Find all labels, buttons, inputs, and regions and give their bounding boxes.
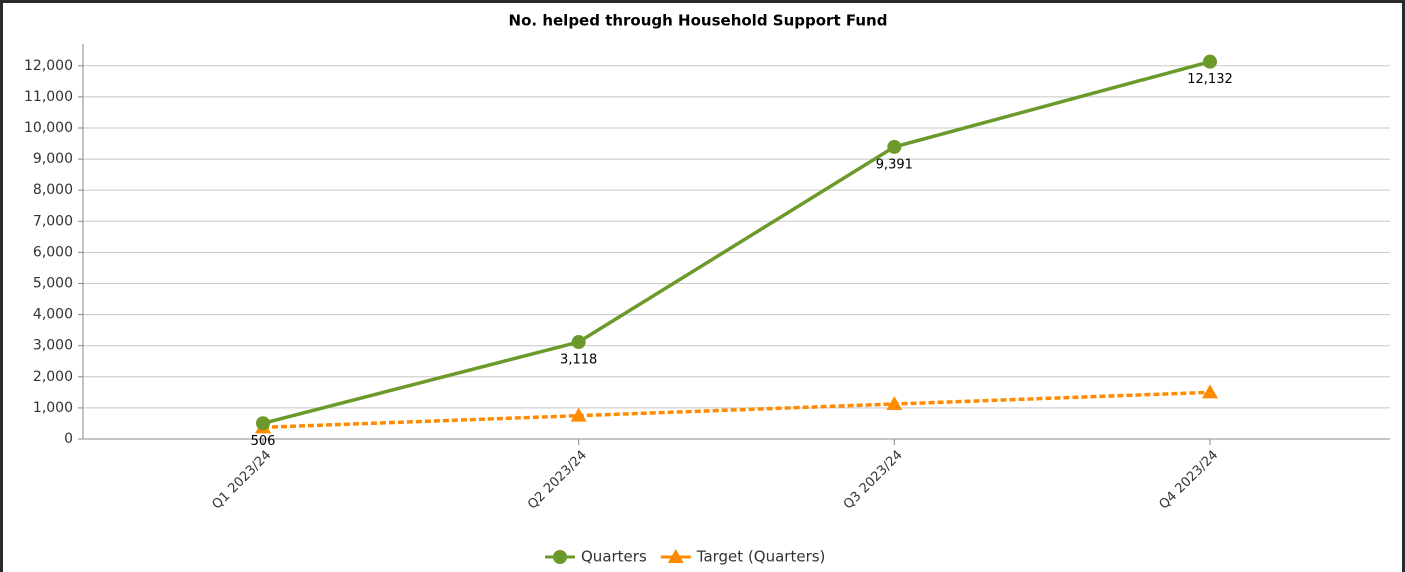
data-label: 9,391 (876, 157, 913, 172)
point (570, 407, 587, 422)
data-label: 506 (251, 434, 276, 449)
series: 506 3,118 9,391 12,132 (251, 54, 1233, 449)
data-label: 12,132 (1187, 72, 1233, 87)
legend-label: Quarters (581, 548, 647, 566)
line (262, 390, 1211, 430)
point (1202, 384, 1218, 399)
data-label: 3,118 (560, 353, 597, 368)
y-tick-label: 12,000 (24, 58, 73, 74)
point (1203, 54, 1217, 69)
point (887, 139, 902, 154)
line (262, 59, 1211, 425)
legend-label: Target (Quarters) (696, 548, 826, 566)
y-tick-label: 8,000 (33, 182, 73, 198)
legend-marker (667, 549, 684, 563)
y-tick-label: 7,000 (33, 213, 73, 229)
y-tick-label: 5,000 (33, 275, 73, 291)
chart-title: No. helped through Household Support Fun… (509, 12, 888, 30)
point (886, 396, 903, 411)
y-tick-label: 11,000 (24, 89, 73, 105)
legend-marker (553, 550, 567, 564)
y-tick-label: 1,000 (33, 400, 73, 416)
y-tick-label: 2,000 (33, 369, 73, 385)
point (571, 335, 586, 350)
y-tick-label: 0 (64, 431, 73, 447)
y-tick-label: 4,000 (33, 307, 73, 323)
y-tick-label: 10,000 (24, 120, 73, 136)
series (255, 384, 1218, 434)
y-tick-label: 6,000 (33, 244, 73, 260)
y-tick-label: 9,000 (33, 151, 73, 167)
legend: Quarters Target (Quarters) (545, 548, 825, 566)
point (256, 416, 270, 431)
y-tick-label: 3,000 (33, 338, 73, 354)
